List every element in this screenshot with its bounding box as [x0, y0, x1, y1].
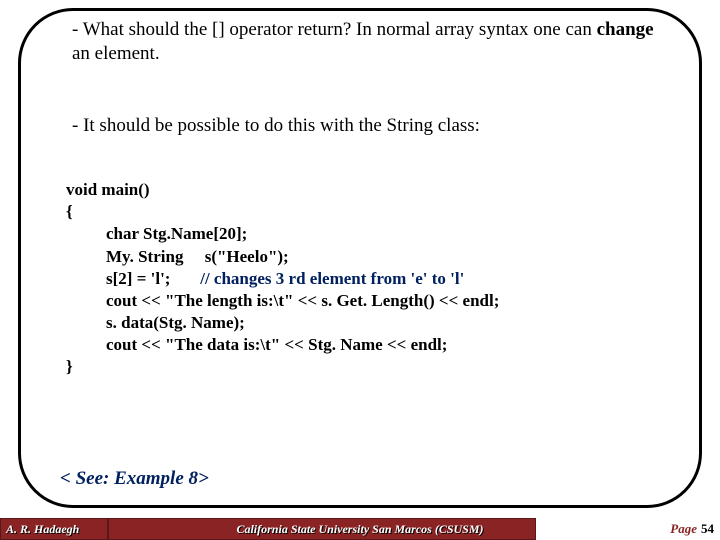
footer-university: California State University San Marcos (… [0, 522, 720, 537]
code-line-8: cout << "The data is:\t" << Stg. Name <<… [66, 334, 672, 356]
code-l4a: My. String [106, 247, 183, 266]
para1-pre: - What should the [] operator return? In… [72, 19, 597, 40]
code-line-9: } [66, 356, 672, 378]
para1-bold: change [597, 19, 654, 40]
code-line-2: { [66, 201, 672, 223]
code-l5a: s[2] = 'l'; [106, 269, 170, 288]
code-line-4: My. String s("Heelo"); [66, 246, 672, 268]
para1-post: an element. [72, 43, 160, 64]
code-line-6: cout << "The length is:\t" << s. Get. Le… [66, 290, 672, 312]
footer-page: Page 54 [670, 521, 714, 537]
code-l4b: s("Heelo"); [205, 247, 289, 266]
paragraph-2: - It should be possible to do this with … [72, 114, 672, 138]
see-example-link: < See: Example 8> [60, 468, 209, 490]
code-block: void main() { char Stg.Name[20]; My. Str… [66, 179, 672, 378]
code-line-1: void main() [66, 179, 672, 201]
code-comment: // changes 3 rd element from 'e' to 'l' [200, 269, 464, 288]
footer: A. R. Hadaegh California State Universit… [0, 518, 720, 540]
page-label: Page [670, 521, 697, 536]
code-line-5: s[2] = 'l'; // changes 3 rd element from… [66, 268, 672, 290]
slide-content: - What should the [] operator return? In… [72, 18, 672, 378]
page-number: 54 [701, 521, 714, 536]
code-line-3: char Stg.Name[20]; [66, 223, 672, 245]
paragraph-1: - What should the [] operator return? In… [72, 18, 672, 66]
code-line-7: s. data(Stg. Name); [66, 312, 672, 334]
